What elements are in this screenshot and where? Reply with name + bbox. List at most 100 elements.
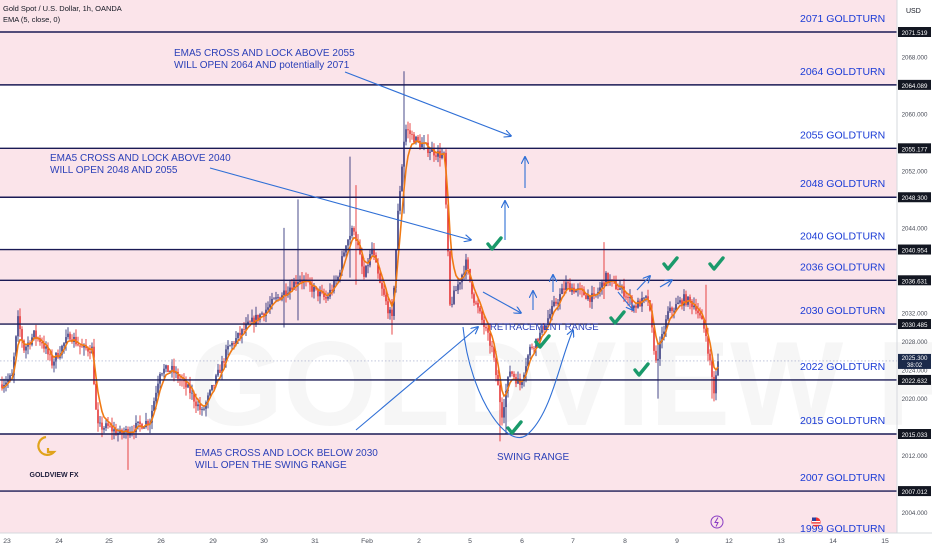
- x-tick-label: 13: [777, 538, 785, 545]
- candle-body: [593, 293, 595, 295]
- candle-body: [557, 302, 559, 304]
- candle-body: [195, 401, 197, 407]
- us-flag-icon[interactable]: [811, 517, 821, 527]
- candle-body: [201, 409, 203, 410]
- candle-body: [547, 318, 549, 326]
- candle-body: [677, 302, 679, 305]
- level-label: 2015 GOLDTURN: [800, 415, 885, 427]
- annotation-arrow: [617, 291, 633, 310]
- candle-body: [15, 336, 17, 357]
- candle-body: [295, 281, 297, 285]
- candle-body: [245, 323, 247, 330]
- candle-body: [421, 143, 423, 148]
- checkmark-icon: [708, 256, 725, 271]
- candle-body: [185, 380, 187, 388]
- candle-body: [257, 314, 259, 320]
- candle-body: [561, 288, 563, 295]
- candle-body: [623, 286, 625, 297]
- x-tick-label: 25: [105, 538, 113, 545]
- candle-body: [413, 134, 415, 143]
- candle-body: [227, 346, 229, 350]
- candle-body: [675, 304, 677, 311]
- candle-body: [397, 210, 399, 250]
- zone-band: [0, 32, 897, 85]
- candle-body: [435, 155, 437, 157]
- candle-body: [361, 254, 363, 267]
- candle-body: [319, 291, 321, 297]
- candle-body: [533, 347, 535, 349]
- candle-body: [221, 360, 223, 373]
- candle-body: [25, 346, 27, 351]
- candle-body: [233, 342, 235, 345]
- candle-body: [709, 353, 711, 361]
- candle-body: [13, 356, 15, 376]
- price-tag-text: 2055.177: [902, 146, 928, 153]
- candle-body: [711, 360, 713, 377]
- x-tick-label: 12: [725, 538, 733, 545]
- level-label: 2022 GOLDTURN: [800, 361, 885, 373]
- candle-body: [411, 134, 413, 135]
- lightning-icon[interactable]: [710, 515, 724, 529]
- candle-body: [63, 343, 65, 346]
- candle-body: [487, 328, 489, 333]
- candle-body: [145, 420, 147, 427]
- candle-body: [539, 332, 541, 342]
- candle-body: [107, 423, 109, 426]
- candle-body: [199, 404, 201, 410]
- price-tag: [898, 319, 931, 330]
- candle-body: [521, 380, 523, 385]
- candle-body: [267, 307, 269, 310]
- candle-body: [385, 294, 387, 302]
- candle-body: [407, 129, 409, 131]
- candle-body: [327, 296, 329, 299]
- candle-body: [249, 321, 251, 323]
- candle-body: [67, 333, 69, 338]
- zone-band: [0, 434, 897, 492]
- candle-body: [471, 281, 473, 295]
- candle-body: [79, 345, 81, 347]
- candle-body: [679, 300, 681, 303]
- candle-body: [223, 360, 225, 363]
- candle-body: [337, 276, 339, 281]
- candle-body: [165, 365, 167, 369]
- ema-line: [1, 140, 719, 434]
- candle-body: [69, 333, 71, 340]
- price-tag: [898, 486, 931, 497]
- candle-body: [457, 284, 459, 291]
- candle-body: [113, 429, 115, 432]
- x-tick-label: 14: [829, 538, 837, 545]
- checkmark-icon: [662, 256, 679, 271]
- candle-body: [637, 300, 639, 308]
- price-tag-text: 2015.033: [902, 432, 928, 439]
- candle-body: [705, 328, 707, 337]
- candle-body: [95, 384, 97, 410]
- zone-band: [0, 148, 897, 198]
- candle-body: [697, 310, 699, 314]
- candle-body: [589, 295, 591, 302]
- candle-body: [291, 287, 293, 290]
- candle-body: [5, 382, 7, 385]
- candle-body: [405, 129, 407, 142]
- candle-body: [599, 287, 601, 293]
- candle-body: [35, 330, 37, 338]
- candle-body: [77, 344, 79, 346]
- candle-body: [87, 348, 89, 352]
- candle-body: [563, 288, 565, 290]
- candle-body: [247, 321, 249, 324]
- candle-body: [1, 384, 3, 389]
- candle-body: [349, 235, 351, 240]
- candle-body: [449, 251, 451, 305]
- candle-body: [177, 371, 179, 379]
- candle-body: [55, 352, 57, 362]
- current-price-label: 2025.300: [902, 355, 928, 362]
- candle-body: [669, 307, 671, 312]
- checkmark-icon: [486, 236, 503, 251]
- candle-body: [207, 395, 209, 403]
- candle-body: [151, 410, 153, 423]
- candle-body: [51, 354, 53, 366]
- candle-body: [601, 282, 603, 288]
- candle-body: [365, 265, 367, 277]
- y-tick-label: 2020.000: [902, 396, 928, 403]
- candle-body: [7, 379, 9, 383]
